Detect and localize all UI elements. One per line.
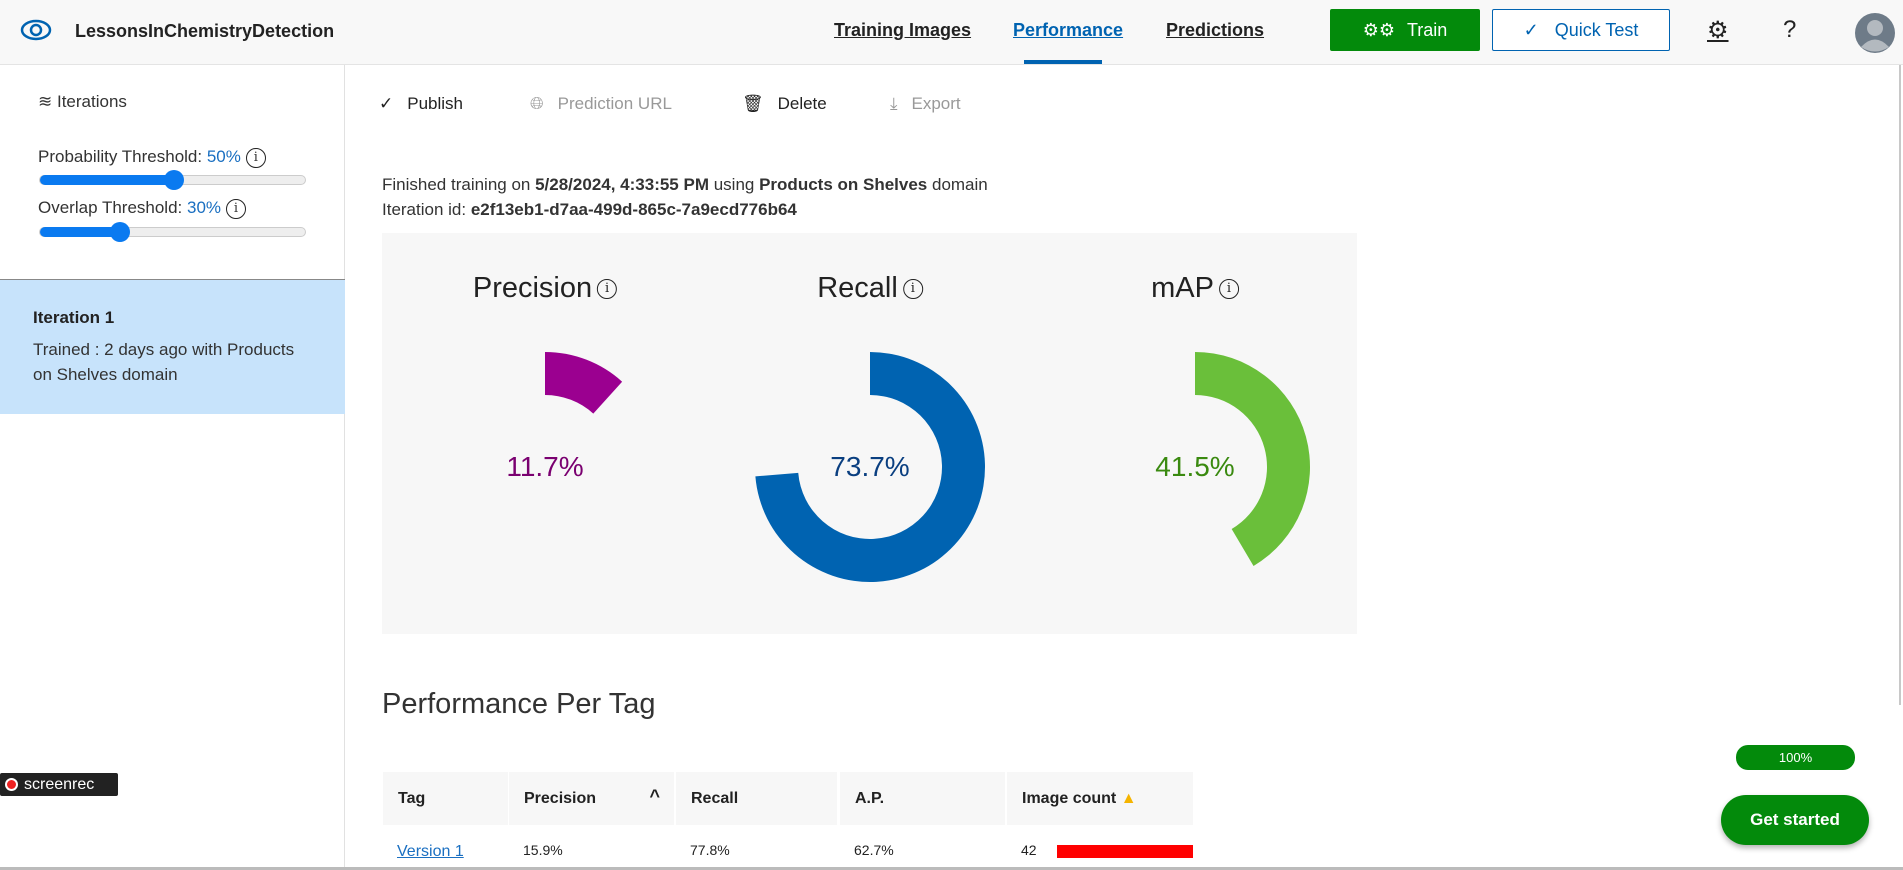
layers-icon: ≋ (38, 92, 53, 111)
project-name: LessonsInChemistryDetection (75, 21, 335, 41)
tab-predictions[interactable]: Predictions (1166, 20, 1265, 40)
tag-link[interactable]: Version 1 (397, 843, 464, 860)
slider-handle[interactable] (110, 222, 131, 242)
recall-title: Recall i (817, 272, 923, 305)
globe-icon: 🌐︎ (530, 94, 544, 113)
warning-icon: ▲ (1120, 790, 1137, 807)
column-header-precision[interactable]: Precision ^ (509, 772, 674, 825)
precision-value: 11.7% (506, 451, 584, 482)
iteration-list-item[interactable]: Iteration 1 Trained : 2 days ago with Pr… (0, 279, 345, 414)
info-icon[interactable]: i (1218, 279, 1239, 300)
iterations-heading: ≋ Iterations (38, 92, 127, 111)
tab-training-images[interactable]: Training Images (834, 20, 972, 40)
per-tag-title: Performance Per Tag (382, 688, 656, 720)
prediction-url-button[interactable]: 🌐︎ Prediction URL (530, 94, 672, 113)
active-tab-indicator (1024, 60, 1102, 64)
info-icon[interactable]: i (245, 147, 266, 168)
publish-button[interactable]: ✓ Publish (379, 94, 464, 113)
recall-arc (755, 352, 985, 582)
sort-ascending-icon: ^ (649, 786, 660, 806)
iteration-id: Iteration id: e2f13eb1-d7aa-499d-865c-7a… (382, 200, 797, 219)
quick-test-label: Quick Test (1554, 19, 1639, 40)
train-label: Train (1406, 19, 1448, 40)
column-header-ap[interactable]: A.P. (840, 772, 1005, 825)
record-icon (5, 778, 18, 791)
quick-test-button[interactable]: ✓ Quick Test (1492, 9, 1670, 51)
check-icon: ✓ (1523, 19, 1539, 40)
recall-value: 73.7% (830, 451, 910, 482)
screenrec-watermark: screenrec (0, 773, 118, 796)
delete-button[interactable]: 🗑︎ Delete (742, 94, 827, 113)
info-icon[interactable]: i (226, 198, 247, 219)
bottom-border (0, 867, 1903, 870)
image-count-bar (1057, 845, 1193, 858)
overlap-threshold-slider[interactable] (39, 222, 306, 242)
precision-arc (545, 352, 623, 414)
scrollbar[interactable] (1899, 65, 1901, 705)
top-bar: LessonsInChemistryDetection Training Ima… (0, 0, 1903, 65)
export-button[interactable]: ⤓ Export (890, 94, 961, 113)
iteration-detail: on Shelves domain (33, 365, 178, 384)
cell-image-count: 42 (1021, 842, 1037, 858)
eye-logo-icon (20, 19, 52, 41)
check-icon: ✓ (379, 94, 394, 113)
sidebar: ≋ Iterations Probability Threshold: 50% i… (0, 65, 345, 870)
progress-pill: 100% (1736, 745, 1855, 770)
column-header-image-count[interactable]: Image count ▲ (1007, 772, 1193, 825)
help-icon[interactable]: ? (1783, 16, 1797, 43)
overlap-threshold-label: Overlap Threshold: 30% i (38, 198, 247, 219)
cell-recall: 77.8% (690, 842, 730, 858)
cell-precision: 15.9% (523, 842, 563, 858)
table-row: Version 1 (383, 843, 464, 861)
training-summary: Finished training on 5/28/2024, 4:33:55 … (382, 175, 988, 194)
trash-icon: 🗑︎ (742, 94, 764, 113)
download-icon: ⤓ (890, 94, 898, 113)
gears-icon: ⚙⚙ (1362, 19, 1395, 40)
precision-title: Precision i (473, 272, 618, 305)
tab-performance[interactable]: Performance (1013, 20, 1124, 40)
probability-threshold-slider[interactable] (39, 170, 306, 190)
settings-icon[interactable]: ⚙ (1707, 17, 1729, 44)
train-button[interactable]: ⚙⚙ Train (1330, 9, 1480, 51)
cell-ap: 62.7% (854, 842, 894, 858)
slider-handle[interactable] (163, 170, 184, 190)
map-title: mAP i (1151, 272, 1239, 305)
column-header-tag[interactable]: Tag (383, 772, 508, 825)
column-header-recall[interactable]: Recall (676, 772, 837, 825)
map-arc (1195, 352, 1310, 566)
iteration-detail: Trained : 2 days ago with Products (33, 340, 295, 359)
map-value: 41.5% (1155, 451, 1235, 482)
iteration-title: Iteration 1 (33, 308, 115, 327)
get-started-button[interactable]: Get started (1721, 795, 1869, 845)
info-icon[interactable]: i (902, 279, 923, 300)
info-icon[interactable]: i (597, 279, 618, 300)
avatar[interactable] (1854, 12, 1896, 54)
probability-threshold-label: Probability Threshold: 50% i (38, 147, 266, 168)
